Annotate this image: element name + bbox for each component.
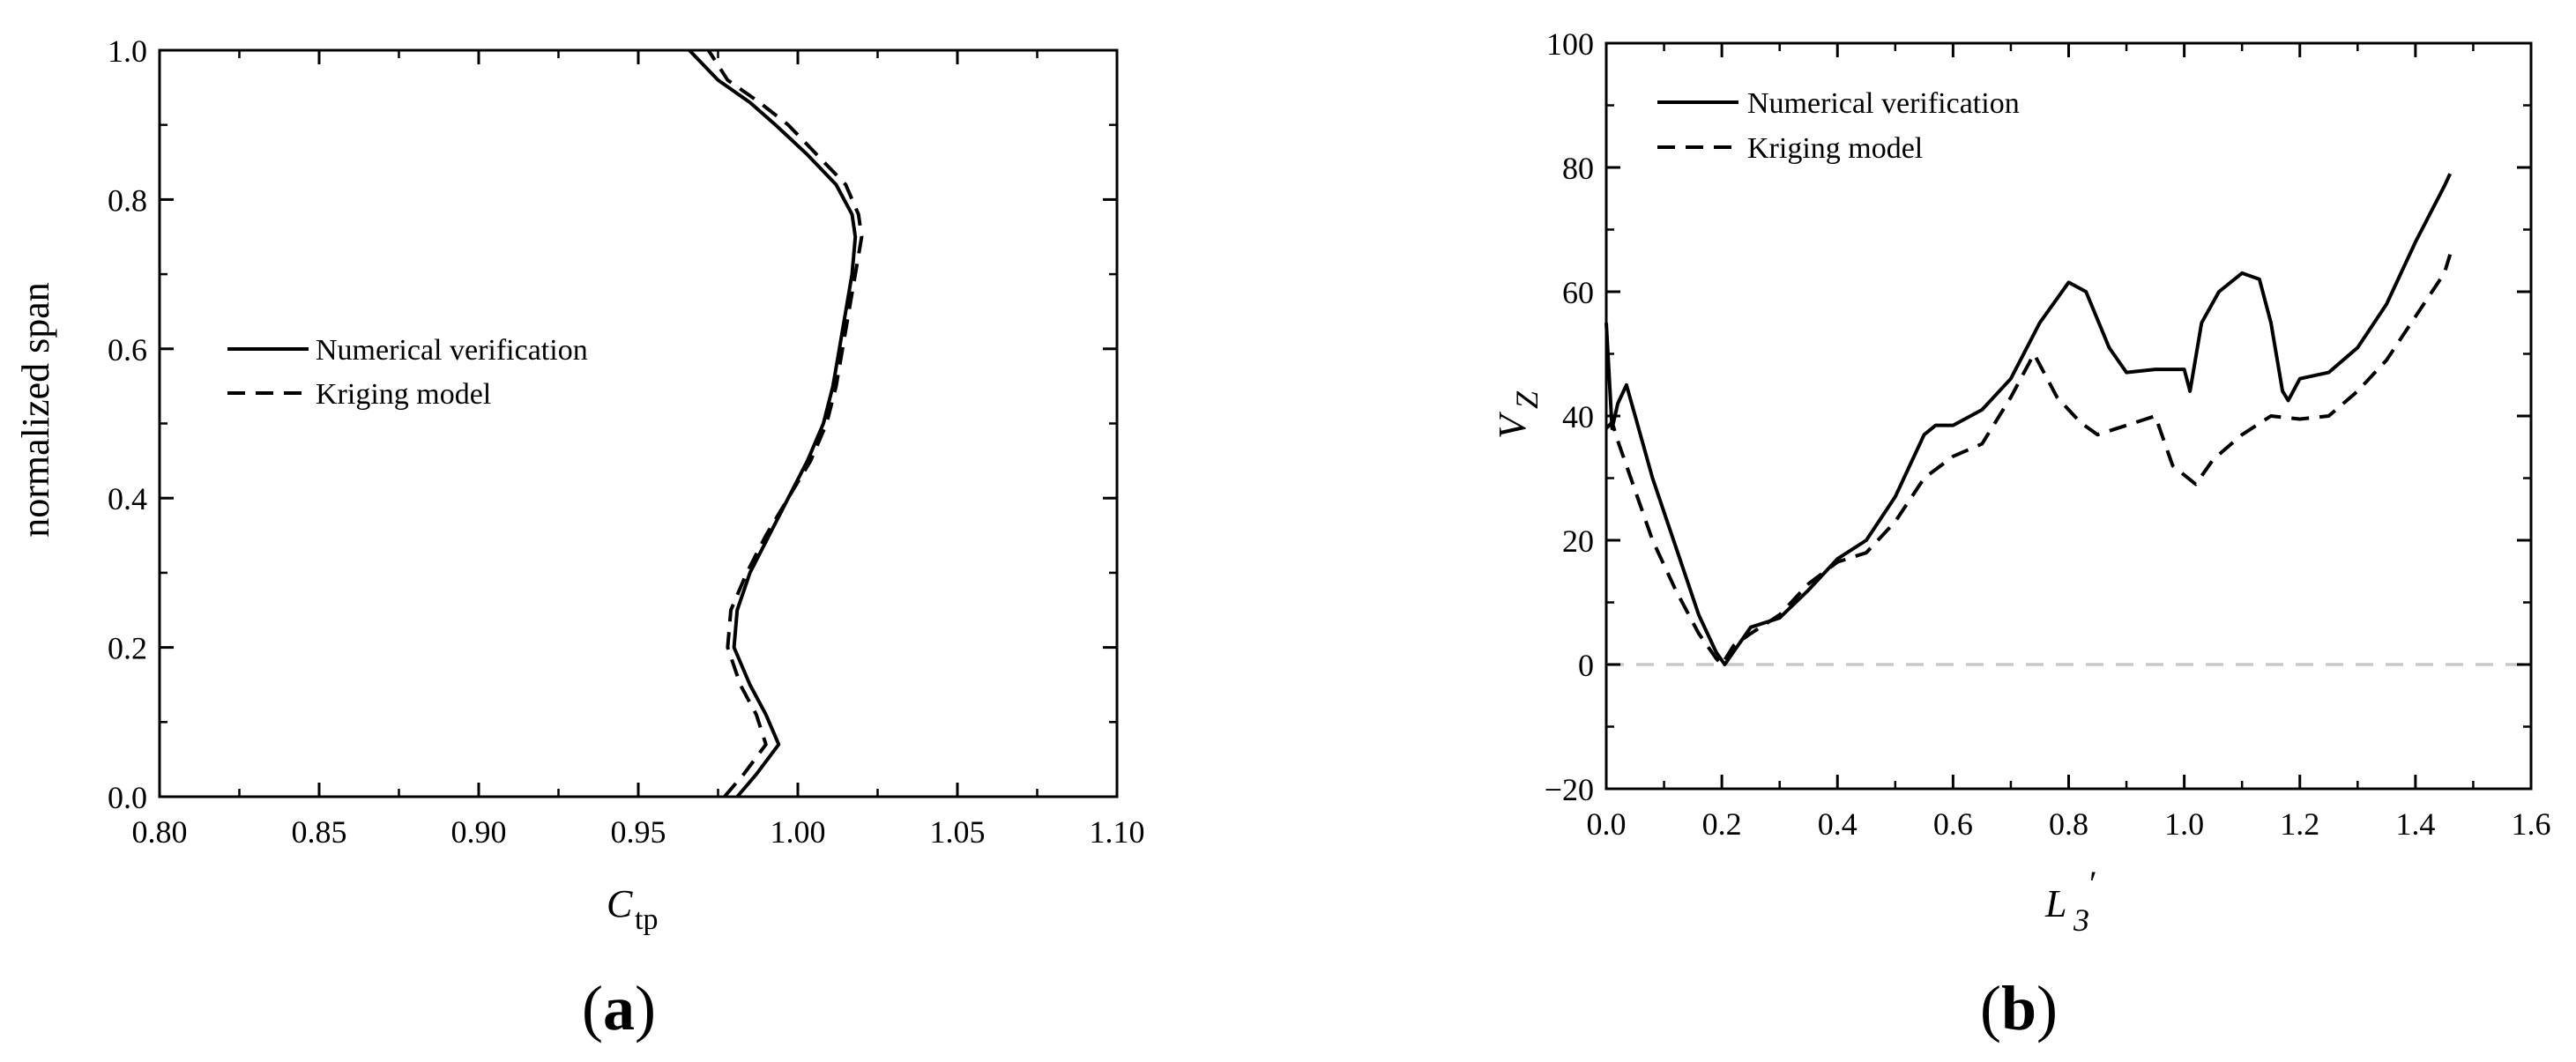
panel-a-series bbox=[688, 48, 864, 798]
panel-b-ticks: 0.0 0.2 0.4 0.6 0.8 1.0 1.2 1.4 1.6 −20 0 20 40 60 80 1… bbox=[1545, 26, 2551, 842]
y-tick-label: 80 bbox=[1562, 151, 1594, 186]
y-tick-label: −20 bbox=[1545, 772, 1594, 807]
x-tick-label: 0.90 bbox=[451, 814, 507, 850]
y-tick-label: 40 bbox=[1562, 399, 1594, 434]
panel-b-y-axis-title: V Z bbox=[1491, 390, 1545, 439]
panel-b-x-axis-title-subscript: 3 bbox=[2073, 902, 2089, 938]
panel-a-legend: Numerical verification Kriging model bbox=[227, 334, 588, 411]
panel-a-y-axis-title: normalized span bbox=[14, 282, 57, 538]
panel-b-chart: 0.0 0.2 0.4 0.6 0.8 1.0 1.2 1.4 1.6 −20 0 20 40 60 80 1… bbox=[1491, 26, 2551, 1043]
panel-b-series bbox=[1604, 173, 2453, 666]
panel-b-legend-kriging-label: Kriging model bbox=[1747, 132, 1923, 165]
x-tick-label: 1.05 bbox=[930, 814, 986, 850]
panel-b-x-axis-title-prime: ′ bbox=[2089, 864, 2097, 903]
panel-a-plot-frame bbox=[158, 48, 1119, 798]
panel-a-x-axis-title: C bbox=[607, 882, 633, 925]
y-tick-label: 20 bbox=[1562, 524, 1594, 559]
panel-a-ticks: 0.80 0.85 0.90 0.95 1.00 1.05 1.10 0.0 0.2 0.4 0.6… bbox=[108, 33, 1145, 850]
x-tick-label: 0.95 bbox=[611, 814, 666, 850]
y-tick-label: 0.4 bbox=[108, 481, 147, 516]
x-tick-label: 1.0 bbox=[2164, 806, 2204, 842]
x-tick-label: 0.4 bbox=[1818, 806, 1858, 842]
panel-b-plot-frame bbox=[1604, 41, 2533, 791]
x-tick-label: 0.85 bbox=[292, 814, 347, 850]
panel-b-legend-numerical-label: Numerical verification bbox=[1747, 87, 2020, 120]
panel-b-y-axis-title-main: V bbox=[1491, 411, 1534, 439]
y-tick-label: 1.0 bbox=[108, 33, 147, 69]
panel-b-label: (b) bbox=[1980, 973, 2058, 1043]
x-tick-label: 0.0 bbox=[1587, 806, 1627, 842]
panel-a-label: (a) bbox=[582, 973, 656, 1043]
y-tick-label: 0.2 bbox=[108, 631, 147, 666]
y-tick-label: 0 bbox=[1578, 648, 1594, 683]
y-tick-label: 0.0 bbox=[108, 780, 147, 815]
x-tick-label: 1.2 bbox=[2280, 806, 2319, 842]
panel-b-legend: Numerical verification Kriging model bbox=[1657, 87, 2020, 165]
y-tick-label: 60 bbox=[1562, 275, 1594, 310]
x-tick-label: 1.4 bbox=[2395, 806, 2435, 842]
x-tick-label: 0.2 bbox=[1702, 806, 1742, 842]
x-tick-label: 0.80 bbox=[132, 814, 188, 850]
x-tick-label: 1.6 bbox=[2512, 806, 2551, 842]
panel-a-legend-numerical-label: Numerical verification bbox=[316, 334, 588, 367]
panel-a-chart: 0.80 0.85 0.90 0.95 1.00 1.05 1.10 0.0 0.2 0.4 0.6… bbox=[14, 33, 1145, 1043]
panel-b-x-axis-title: L bbox=[2044, 882, 2066, 925]
y-tick-label: 0.8 bbox=[108, 182, 147, 218]
kriging-model-series-line bbox=[1604, 254, 2453, 666]
y-tick-label: 100 bbox=[1546, 26, 1594, 62]
x-tick-label: 0.8 bbox=[2049, 806, 2088, 842]
panel-a-legend-kriging-label: Kriging model bbox=[316, 378, 491, 411]
panel-b-y-axis-title-subscript: Z bbox=[1509, 390, 1545, 409]
kriging-model-series-line bbox=[706, 48, 864, 798]
x-tick-label: 0.6 bbox=[1933, 806, 1973, 842]
y-tick-label: 0.6 bbox=[108, 332, 147, 368]
numerical-verification-series-line bbox=[688, 48, 858, 798]
panel-a-x-axis-title-subscript: tp bbox=[635, 903, 658, 936]
numerical-verification-series-line bbox=[1604, 173, 2453, 666]
x-tick-label: 1.10 bbox=[1090, 814, 1145, 850]
x-tick-label: 1.00 bbox=[771, 814, 826, 850]
